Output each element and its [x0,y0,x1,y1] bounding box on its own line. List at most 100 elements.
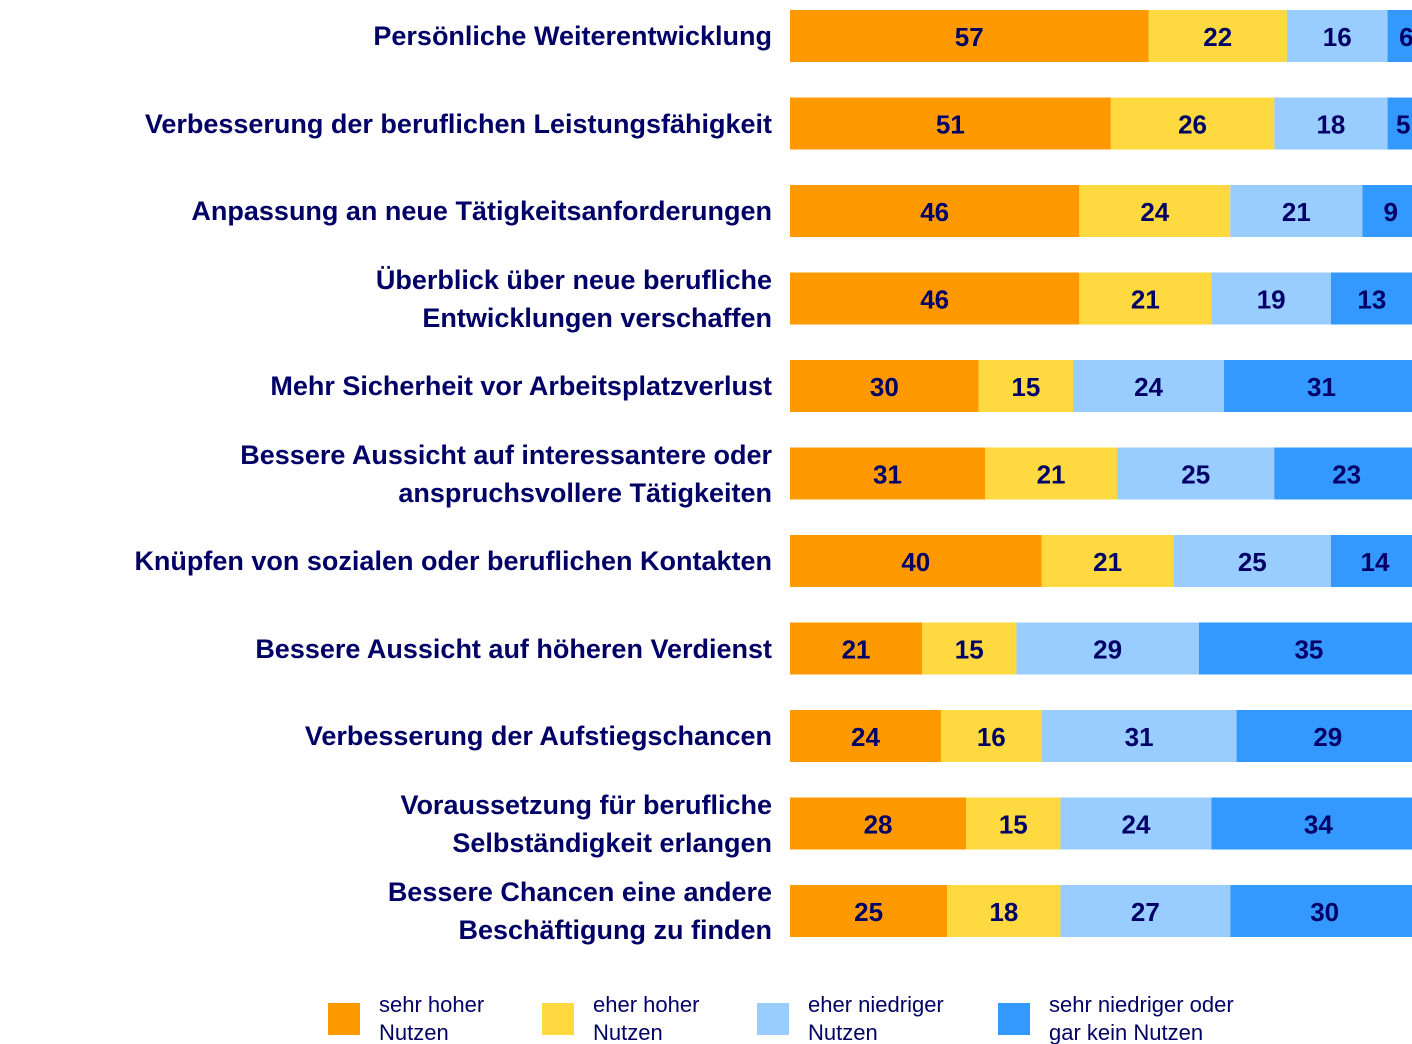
value-label: 19 [1257,285,1286,315]
bar-segment [940,710,1042,762]
legend-label: eher niedriger Nutzen [808,992,944,1044]
value-label: 15 [1011,372,1040,402]
bar-segment [1274,97,1388,150]
bar-segment [1148,10,1287,62]
bar-segment [1016,622,1199,675]
value-label: 25 [854,897,883,927]
value-label: 15 [955,635,984,665]
value-label: 22 [1203,22,1232,52]
legend-swatch [542,1003,574,1035]
bar-segment [1387,10,1412,62]
category-label: Überblick über neue berufliche Entwicklu… [375,264,772,333]
category-label: Persönliche Weiterentwicklung [373,21,772,51]
category-label: Bessere Aussicht auf interessantere oder… [240,439,772,508]
bar-segment [1110,97,1275,150]
bar-segment [1211,272,1331,325]
bar-segment [790,710,941,762]
value-label: 18 [1316,110,1345,140]
value-label: 29 [1313,722,1342,752]
value-label: 14 [1361,547,1390,577]
value-label: 9 [1383,197,1397,227]
bar-segment [1330,272,1412,325]
bar-segment [1060,885,1231,937]
bar-segment [790,272,1080,325]
value-label: 24 [851,722,880,752]
bar-segment [947,885,1061,937]
value-label: 23 [1332,460,1361,490]
value-label: 13 [1357,285,1386,315]
category-label: Voraussetzung für berufliche Selbständig… [400,789,772,858]
legend-swatch [757,1003,789,1035]
value-label: 15 [999,810,1028,840]
value-label: 21 [1093,547,1122,577]
value-label: 31 [1307,372,1336,402]
bar-segment [790,360,979,412]
bar-segment [1041,710,1237,762]
value-label: 57 [955,22,984,52]
value-label: 25 [1238,547,1267,577]
bar-segment [1330,535,1412,587]
value-label: 31 [1125,722,1154,752]
bar-segment [1073,360,1225,412]
value-label: 35 [1294,635,1323,665]
category-label: Verbesserung der beruflichen Leistungsfä… [144,108,772,139]
bar-segment [922,622,1017,675]
category-label: Mehr Sicherheit vor Arbeitsplatzverlust [270,371,772,401]
legend-label: sehr hoher Nutzen [379,992,485,1044]
legend-label: sehr niedriger oder gar kein Nutzen [1049,992,1234,1044]
bar-segment [790,185,1080,237]
bar-segment [1362,185,1412,237]
value-label: 21 [842,635,871,665]
category-label: Bessere Aussicht auf höheren Verdienst [255,633,772,664]
value-label: 16 [1323,22,1352,52]
bar-segment [1274,447,1412,500]
value-label: 21 [1131,285,1160,315]
bar-segment [1117,447,1275,500]
value-label: 34 [1304,810,1333,840]
value-label: 26 [1178,110,1207,140]
value-label: 28 [864,810,893,840]
value-label: 21 [1037,460,1066,490]
legend-label: eher hoher Nutzen [593,992,700,1044]
bar-segment [790,97,1111,150]
bar-segment [790,535,1042,587]
bar-segment [984,447,1118,500]
bar-segment [1230,185,1363,237]
value-label: 24 [1134,372,1163,402]
value-label: 25 [1181,460,1210,490]
value-label: 51 [936,110,965,140]
value-label: 24 [1121,810,1150,840]
value-label: 31 [873,460,902,490]
bar-segment [1236,710,1412,762]
bar-segment [1230,885,1412,937]
category-label: Verbesserung der Aufstiegschancen [304,721,772,751]
value-label: 29 [1093,635,1122,665]
bar-segment [1286,10,1388,62]
value-label: 24 [1140,197,1169,227]
value-label: 5 [1396,110,1410,140]
value-label: 46 [920,197,949,227]
bar-segment [966,797,1061,850]
bar-segment [1041,535,1174,587]
bar-segment [790,797,967,850]
value-label: 21 [1282,197,1311,227]
legend-swatch [328,1003,360,1035]
bar-segment [790,622,923,675]
value-label: 46 [920,285,949,315]
value-label: 18 [989,897,1018,927]
value-label: 6 [1399,22,1412,52]
bar-segment [1224,360,1412,412]
bar-segment [1079,185,1231,237]
category-label: Knüpfen von sozialen oder beruflichen Ko… [134,546,772,576]
bar-segment [1211,797,1412,850]
bar-segment [1387,97,1412,150]
bar-segment [790,885,948,937]
bar-segment [1198,622,1412,675]
category-label: Bessere Chancen eine andere Beschäftigun… [387,877,772,945]
value-label: 40 [901,547,930,577]
value-label: 30 [1310,897,1339,927]
bar-segment [1060,797,1212,850]
value-label: 16 [977,722,1006,752]
legend-swatch [998,1003,1030,1035]
